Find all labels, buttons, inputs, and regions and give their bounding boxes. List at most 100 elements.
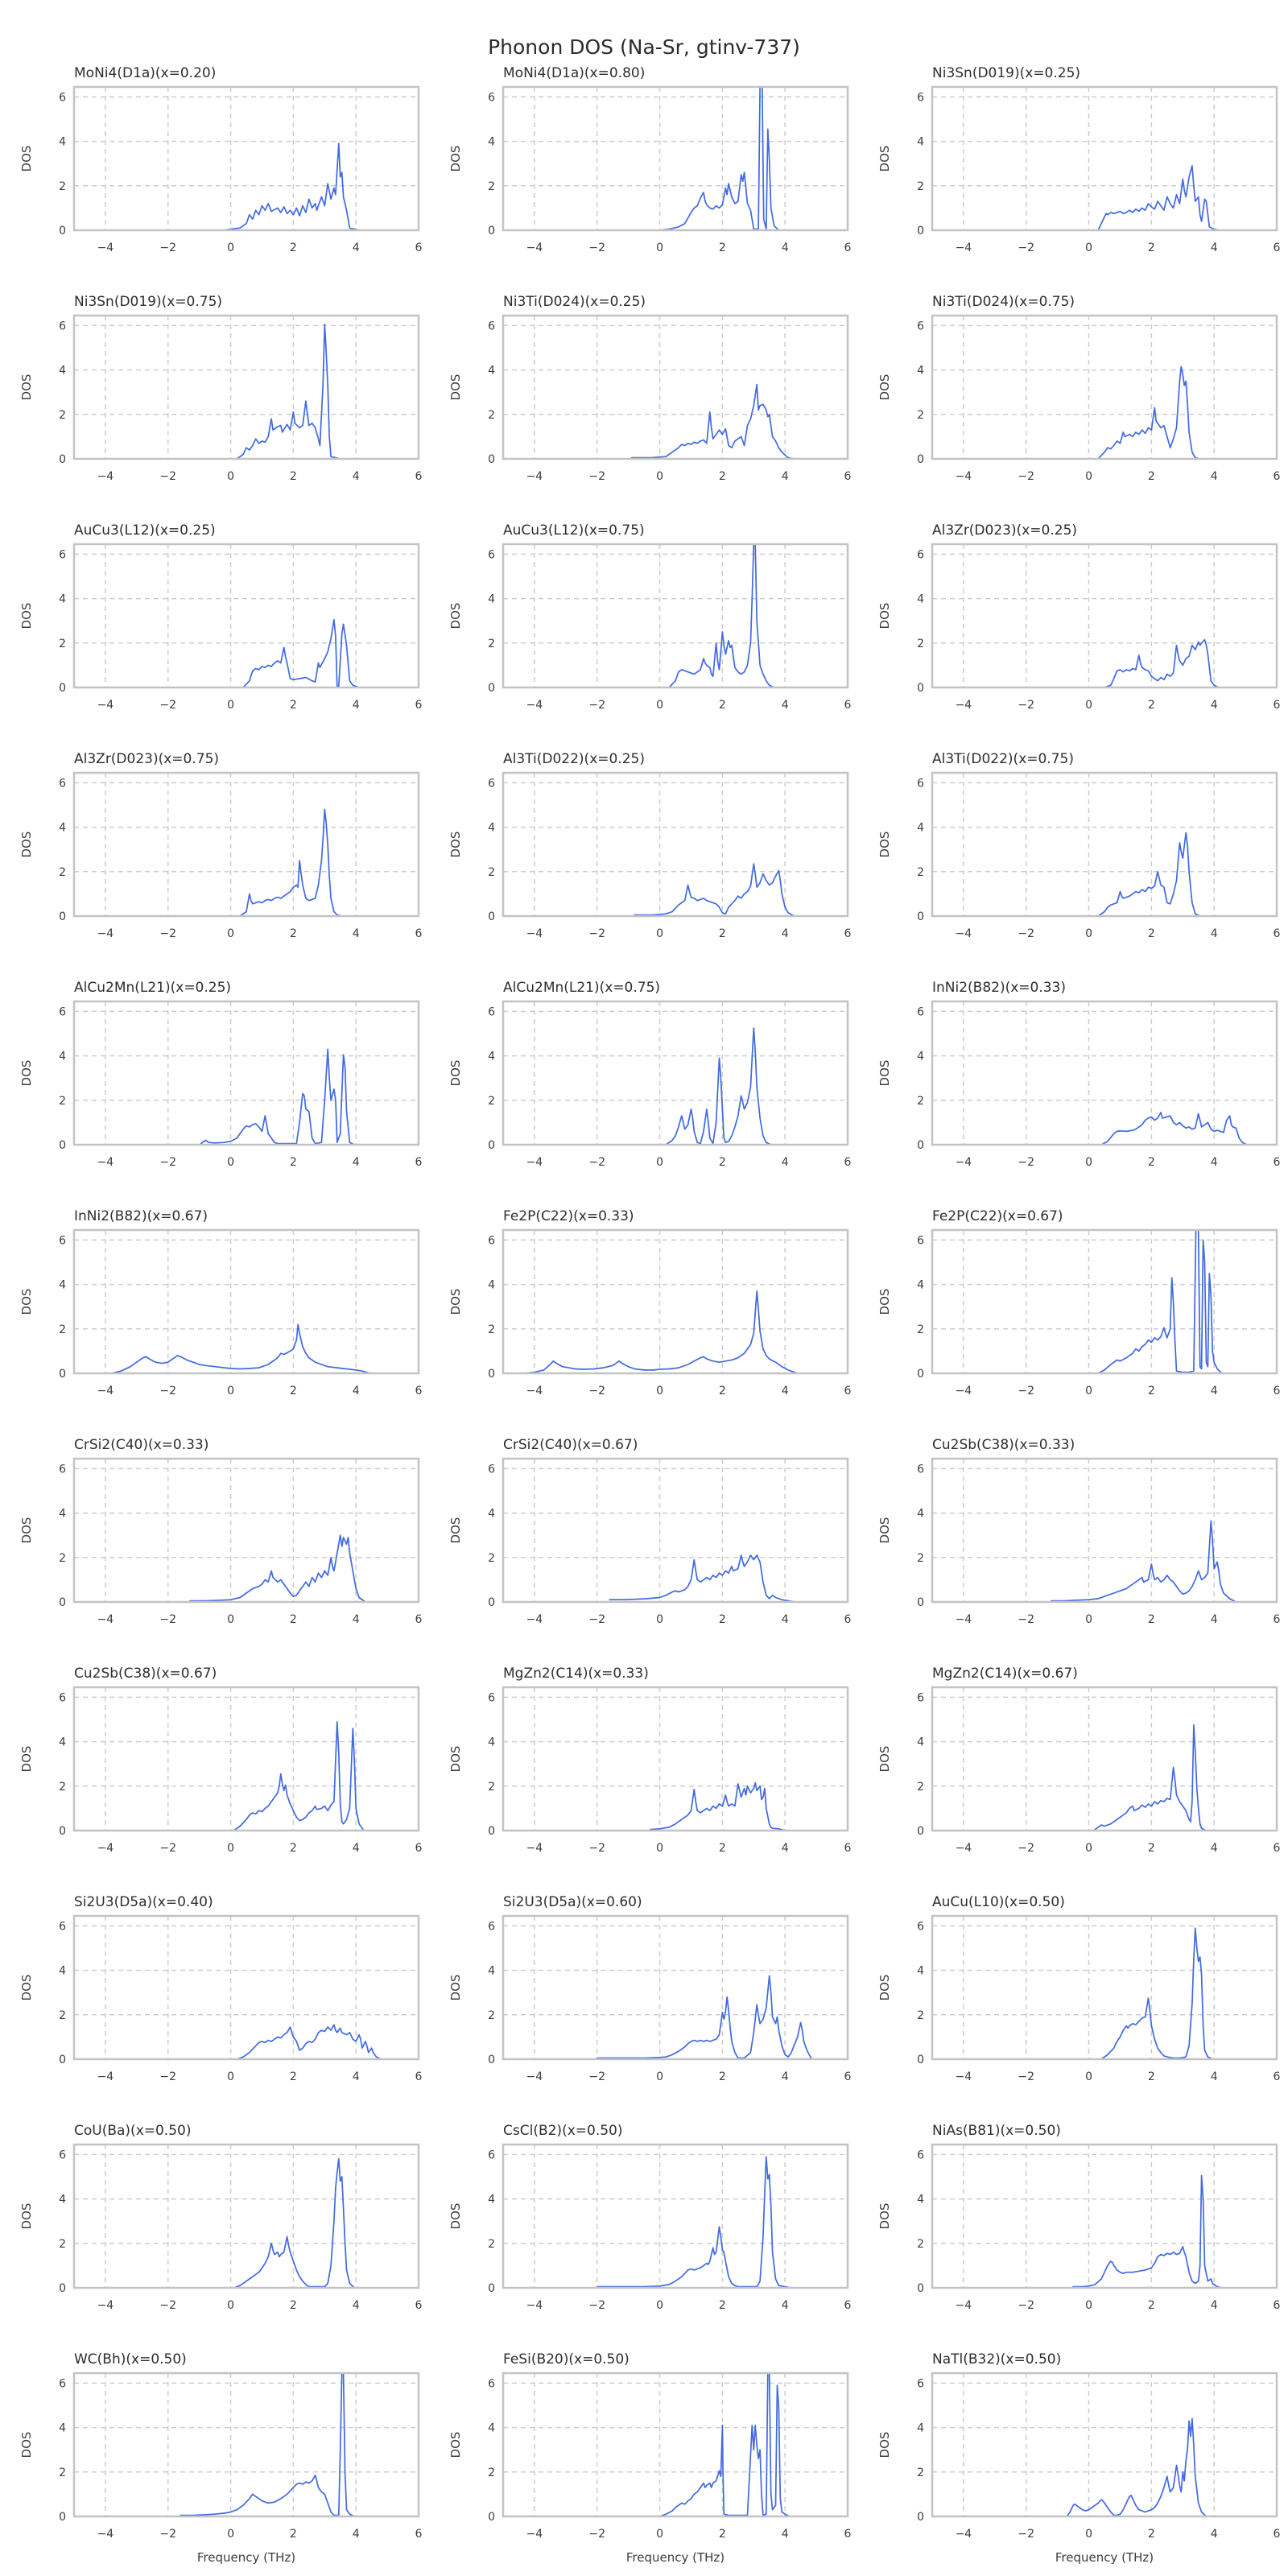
subplot-canvas: FeSi(B20)(x=0.50) 0 2 4 6 −4 −2 0 2 4 6 DOS Frequenc… [448,2351,852,2565]
subplot-ni3ti-d024-x-0-75: Ni3Ti(D024)(x=0.75) 0 2 4 6 −4 −2 0 2 4 6 DOS [860,285,1288,514]
y-tick-label: 4 [59,1965,66,1978]
x-tick-label: 0 [1085,1842,1092,1855]
x-tick-label: −4 [97,2528,114,2541]
x-tick-label: 0 [656,2070,663,2083]
x-tick-label: −2 [1018,1613,1034,1626]
y-tick-label: 0 [59,1139,66,1152]
x-tick-label: 6 [415,470,423,483]
x-tick-label: 6 [415,1613,423,1626]
x-tick-label: 6 [415,927,423,940]
y-tick-label: 2 [917,180,924,193]
y-axis-label: DOS [877,1517,892,1544]
subplot-canvas: NiAs(B81)(x=0.50) 0 2 4 6 −4 −2 0 2 4 6 DOS [877,2123,1281,2312]
subplot-al3zr-d023-x-0-75: Al3Zr(D023)(x=0.75) 0 2 4 6 −4 −2 0 2 4 6 DOS [2,742,431,971]
y-tick-label: 6 [59,91,66,104]
x-tick-label: 4 [353,2299,360,2312]
x-tick-label: −2 [159,2528,176,2541]
y-tick-label: 6 [59,1463,66,1476]
subplot-title: CrSi2(C40)(x=0.67) [503,1437,638,1453]
subplot-natl-b32-x-0-50: NaTl(B32)(x=0.50) 0 2 4 6 −4 −2 0 2 4 6 DOS Frequenc… [860,2343,1288,2571]
subplot-title: MoNi4(D1a)(x=0.20) [74,65,216,81]
subplot-al3ti-d022-x-0-75: Al3Ti(D022)(x=0.75) 0 2 4 6 −4 −2 0 2 4 6 DOS [860,742,1288,971]
subplot-canvas: CsCl(B2)(x=0.50) 0 2 4 6 −4 −2 0 2 4 6 DOS [448,2123,852,2312]
y-tick-label: 2 [488,2238,495,2251]
x-tick-label: −4 [956,1385,972,1397]
subplot-ni3sn-d019-x-0-75: Ni3Sn(D019)(x=0.75) 0 2 4 6 −4 −2 0 2 4 6 DOS [2,285,431,514]
y-tick-label: 0 [59,2054,66,2066]
axes-frame [72,1686,420,1832]
subplot-canvas: AlCu2Mn(L21)(x=0.25) 0 2 4 6 −4 −2 0 2 4 6 DOS [19,980,423,1169]
subplot-title: MoNi4(D1a)(x=0.80) [503,65,645,81]
y-tick-label: 6 [917,777,924,790]
subplot-title: Cu2Sb(C38)(x=0.33) [932,1437,1075,1453]
axes-frame [72,1457,420,1604]
y-tick-label: 6 [59,1691,66,1704]
y-tick-label: 6 [59,2377,66,2390]
x-tick-label: 4 [353,2070,360,2083]
y-tick-label: 2 [59,409,66,422]
x-tick-label: 6 [1274,242,1281,254]
y-tick-label: 2 [59,1095,66,1108]
y-axis-label: DOS [19,1746,34,1773]
axes-frame [72,314,420,460]
subplot-title: Al3Zr(D023)(x=0.75) [74,751,219,767]
y-tick-label: 0 [59,453,66,466]
x-tick-label: 2 [290,2299,297,2312]
y-axis-label: DOS [448,1289,463,1315]
axes-frame [502,2372,849,2518]
y-tick-label: 0 [59,1368,66,1381]
x-tick-label: −2 [1018,699,1034,712]
subplot-canvas: AuCu(L10)(x=0.50) 0 2 4 6 −4 −2 0 2 4 6 DOS [877,1894,1281,2083]
subplot-title: Al3Zr(D023)(x=0.25) [932,522,1077,539]
y-axis-label: DOS [19,374,34,401]
y-axis-label: DOS [448,1975,463,2001]
y-tick-label: 4 [488,593,495,606]
x-tick-label: 6 [844,2070,852,2083]
axes-frame [72,2372,420,2518]
subplot-title: Ni3Sn(D019)(x=0.25) [932,65,1080,81]
x-tick-label: −2 [159,1613,176,1626]
subplot-canvas: MoNi4(D1a)(x=0.80) 0 2 4 6 −4 −2 0 2 4 6 DOS [448,65,852,254]
x-tick-label: 4 [353,1156,360,1169]
y-tick-label: 0 [59,682,66,695]
subplot-inni2-b82-x-0-33: InNi2(B82)(x=0.33) 0 2 4 6 −4 −2 0 2 4 6 DOS [860,971,1288,1199]
subplot-crsi2-c40-x-0-33: CrSi2(C40)(x=0.33) 0 2 4 6 −4 −2 0 2 4 6 DOS [2,1428,431,1657]
y-tick-label: 6 [917,320,924,332]
x-tick-label: −4 [97,1613,114,1626]
y-axis-label: DOS [877,1746,892,1773]
axes-frame [502,1686,849,1832]
x-tick-label: 2 [1148,242,1155,254]
y-tick-label: 0 [488,2511,495,2524]
y-tick-label: 6 [488,91,495,104]
subplot-title: NiAs(B81)(x=0.50) [932,2123,1061,2139]
y-axis-label: DOS [19,1060,34,1087]
figure-title: Phonon DOS (Na-Sr, gtinv-737) [488,35,800,59]
y-tick-label: 2 [917,1323,924,1336]
x-tick-label: 0 [227,2528,234,2541]
y-tick-label: 4 [488,2422,495,2435]
y-tick-label: 6 [917,1920,924,1933]
subplot-canvas: AlCu2Mn(L21)(x=0.75) 0 2 4 6 −4 −2 0 2 4 6 DOS [448,980,852,1169]
x-tick-label: 4 [1211,1385,1218,1397]
dos-curve [1100,1927,1214,2059]
subplot-alcu2mn-l21-x-0-25: AlCu2Mn(L21)(x=0.25) 0 2 4 6 −4 −2 0 2 4 6 DOS [2,971,431,1199]
x-tick-label: 6 [844,927,852,940]
x-axis-label: Frequency (THz) [197,2550,295,2565]
x-tick-label: 4 [782,242,789,254]
y-axis-label: DOS [19,1289,34,1315]
x-tick-label: 2 [719,927,726,940]
axes-frame [502,314,849,460]
y-tick-label: 4 [59,2194,66,2207]
y-tick-label: 0 [917,1139,924,1152]
x-tick-label: 6 [844,2299,852,2312]
y-tick-label: 2 [917,2467,924,2479]
x-tick-label: 2 [719,1385,726,1397]
y-tick-label: 2 [59,2238,66,2251]
y-axis-label: DOS [877,2203,892,2230]
y-tick-label: 4 [488,2194,495,2207]
y-tick-label: 4 [917,593,924,606]
subplot-canvas: Ni3Ti(D024)(x=0.25) 0 2 4 6 −4 −2 0 2 4 6 DOS [448,294,852,483]
x-tick-label: −4 [956,470,972,483]
subplot-mgzn2-c14-x-0-33: MgZn2(C14)(x=0.33) 0 2 4 6 −4 −2 0 2 4 6 DOS [431,1657,860,1885]
x-tick-label: 2 [719,1613,726,1626]
